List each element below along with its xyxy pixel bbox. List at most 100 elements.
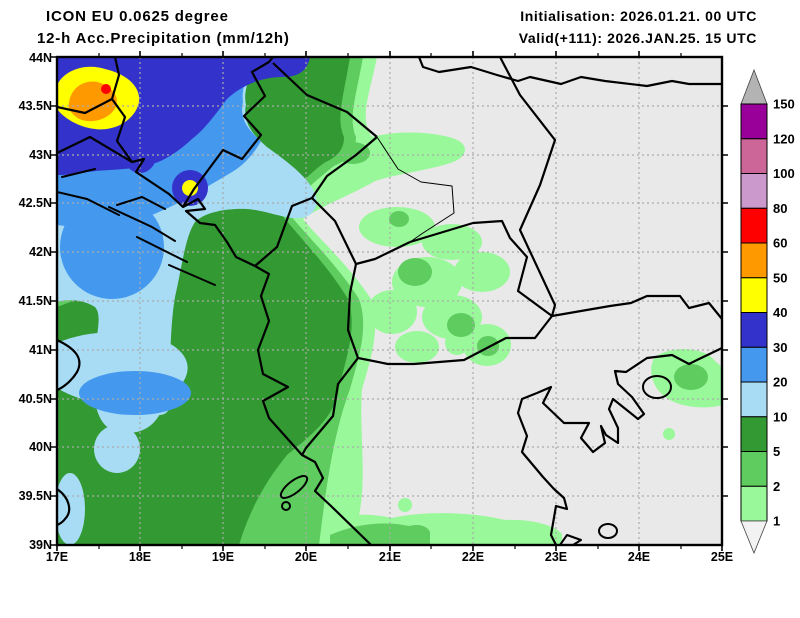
product-title: 12-h Acc.Precipitation (mm/12h) (37, 30, 290, 47)
precip-pocket (94, 425, 140, 473)
legend-tick-label: 50 (773, 270, 787, 285)
precip-spot-kotor (182, 180, 198, 196)
legend-band-30-40 (740, 312, 768, 348)
legend-band-1-2 (740, 485, 768, 522)
border-bosnia-croatia (57, 57, 133, 163)
init-time-label: Initialisation: 2026.01.21. 00 UTC (520, 8, 757, 24)
x-tick-label: 20E (295, 550, 317, 564)
precip-core (447, 313, 475, 337)
legend-tick-label: 100 (773, 166, 795, 181)
legend-band-60-80 (740, 207, 768, 244)
model-title: ICON EU 0.0625 degree (46, 8, 229, 25)
legend-tick-label: 80 (773, 201, 787, 216)
x-tick-label: 24E (628, 550, 650, 564)
x-tick-label: 18E (129, 550, 151, 564)
precip-core (336, 142, 370, 164)
legend-tick-label: 40 (773, 305, 787, 320)
map-plot (51, 51, 728, 551)
precip-band-60-80 (101, 84, 111, 94)
precip-core (477, 336, 499, 356)
precip-area-otranto-core (79, 371, 191, 415)
legend-tick-label: 120 (773, 131, 795, 146)
border-bosnia-montenegro-serbia (182, 57, 274, 208)
coastline-paxos-island (281, 501, 291, 511)
legend-band-100-120 (740, 138, 768, 175)
coastline-sporades-island (598, 523, 618, 539)
x-tick-label: 25E (711, 550, 733, 564)
border-serbia-bulgaria (499, 57, 557, 317)
x-axis-ticks (56, 51, 723, 551)
border-kosovo-east-thin (376, 136, 455, 243)
legend-tick-label: 2 (773, 479, 780, 494)
y-tick-label: 44N (29, 51, 52, 65)
y-tick-label: 43.5N (19, 99, 52, 113)
precip-area-center (359, 207, 435, 247)
legend-tick-label: 20 (773, 375, 787, 390)
precip-area-center (395, 331, 439, 363)
precipitation-field (57, 57, 722, 545)
legend-band-40-50 (740, 277, 768, 314)
y-tick-label: 41.5N (19, 294, 52, 308)
y-tick-label: 39.5N (19, 489, 52, 503)
border-danube-romania (417, 57, 722, 88)
coastline-corfu-island (279, 475, 309, 499)
border-greece-bulgaria (551, 294, 722, 320)
x-axis-labels: 17E 18E 19E 20E 21E 22E 23E 24E 25E (46, 550, 733, 564)
legend-tick-label: 30 (773, 340, 787, 355)
precip-blob (124, 139, 156, 173)
x-axis-minor-ticks (98, 53, 682, 549)
legend-tick-label: 5 (773, 444, 780, 459)
legend-overflow-arrow (740, 68, 768, 105)
legend-tick-label: 150 (773, 97, 795, 112)
coastline-croatian-islands (57, 168, 216, 286)
precip-core (389, 211, 409, 227)
y-tick-label: 42.5N (19, 196, 52, 210)
precip-area-center (454, 252, 510, 292)
y-tick-label: 42N (29, 245, 52, 259)
legend-band-50-60 (740, 242, 768, 279)
coastline-italy-salento (57, 339, 81, 392)
precip-pocket (57, 473, 85, 545)
legend-band-20-30 (740, 346, 768, 383)
precip-max-dot (101, 84, 111, 94)
y-axis-labels: 44N 43.5N 43N 42.5N 42N 41.5N 41N 40.5N … (19, 51, 52, 552)
valid-time-label: Valid(+111): 2026.JAN.25. 15 UTC (519, 30, 757, 46)
y-tick-label: 40.5N (19, 392, 52, 406)
coastline-adriatic (57, 135, 373, 545)
x-tick-label: 19E (212, 550, 234, 564)
precip-spot (339, 491, 351, 503)
legend-band-10-20 (740, 381, 768, 418)
borders-layer (57, 57, 722, 545)
border-montenegro-kosovo-albania (254, 62, 411, 267)
legend-band-80-100 (740, 173, 768, 209)
legend-tick-label: 60 (773, 236, 787, 251)
legend-band-5-10 (740, 416, 768, 453)
precip-core (674, 364, 708, 390)
legend-tick-label: 10 (773, 409, 787, 424)
precip-area-center (367, 290, 417, 334)
precip-spot (398, 498, 412, 512)
precip-area-macedonia (445, 331, 469, 355)
x-tick-label: 17E (46, 550, 68, 564)
x-tick-label: 23E (545, 550, 567, 564)
coastline-aegean (516, 346, 722, 545)
map-frame (55, 55, 724, 547)
color-scale-legend: 150 120 100 80 60 50 40 30 20 10 5 2 1 (740, 68, 795, 555)
y-tick-label: 43N (29, 148, 52, 162)
legend-band-2-5 (740, 451, 768, 487)
y-tick-label: 39N (29, 538, 52, 552)
y-axis-ticks (51, 56, 728, 546)
coastline-thasos-island (642, 375, 672, 399)
y-tick-label: 41N (29, 343, 52, 357)
x-tick-label: 22E (462, 550, 484, 564)
x-tick-label: 21E (379, 550, 401, 564)
precip-spot (663, 428, 675, 440)
coastline-evia (559, 534, 582, 545)
y-tick-label: 40N (29, 440, 52, 454)
legend-band-120-150 (740, 103, 768, 140)
legend-tick-label: 1 (773, 514, 780, 529)
legend-underflow-arrow (740, 520, 768, 555)
precip-core (398, 258, 432, 286)
